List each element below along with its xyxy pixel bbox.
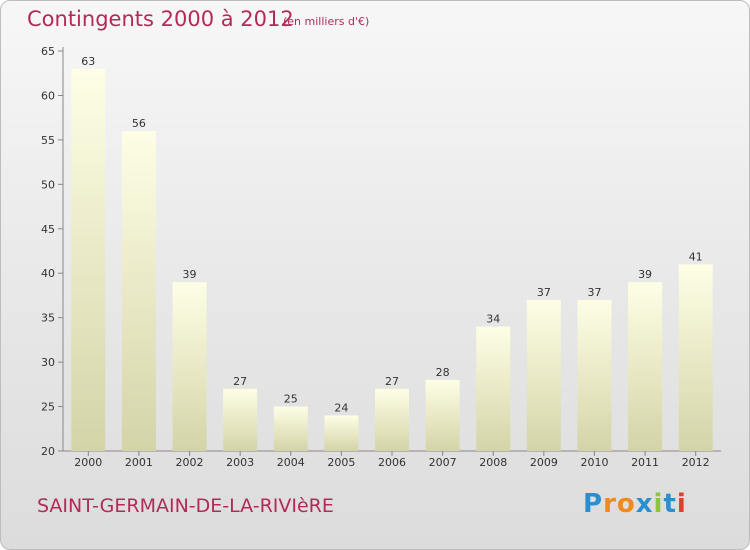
x-tick-label: 2004 bbox=[277, 456, 305, 469]
bar bbox=[678, 264, 713, 451]
data-label: 56 bbox=[132, 117, 146, 130]
y-tick-label: 45 bbox=[41, 223, 55, 236]
x-tick-label: 2011 bbox=[631, 456, 659, 469]
chart-title: Contingents 2000 à 2012 bbox=[27, 7, 294, 31]
data-label: 37 bbox=[537, 286, 551, 299]
y-tick-label: 35 bbox=[41, 312, 55, 325]
bar bbox=[375, 388, 409, 451]
x-tick-label: 2012 bbox=[682, 456, 710, 469]
data-label: 27 bbox=[233, 375, 247, 388]
logo-letter: r bbox=[603, 489, 617, 519]
data-label: 41 bbox=[689, 250, 703, 263]
x-tick-label: 2000 bbox=[74, 456, 102, 469]
chart-subtitle: (en milliers d'€) bbox=[283, 15, 370, 28]
y-tick-label: 20 bbox=[41, 445, 55, 458]
logo-letter: i bbox=[653, 489, 664, 519]
x-tick-label: 2010 bbox=[580, 456, 608, 469]
y-tick-label: 30 bbox=[41, 356, 55, 369]
x-tick-label: 2006 bbox=[378, 456, 406, 469]
x-tick-label: 2003 bbox=[226, 456, 254, 469]
town-name: SAINT-GERMAIN-DE-LA-RIVIèRE bbox=[37, 495, 334, 517]
y-tick-label: 25 bbox=[41, 401, 55, 414]
logo-letter: o bbox=[616, 489, 636, 519]
logo-letter: i bbox=[676, 489, 687, 519]
data-label: 39 bbox=[638, 268, 652, 281]
data-label: 27 bbox=[385, 375, 399, 388]
data-label: 24 bbox=[334, 401, 348, 414]
bar bbox=[273, 406, 308, 451]
y-tick-label: 60 bbox=[41, 89, 55, 102]
x-tick-label: 2009 bbox=[530, 456, 558, 469]
bar bbox=[121, 131, 156, 451]
y-tick-label: 40 bbox=[41, 267, 55, 280]
x-tick-label: 2007 bbox=[429, 456, 457, 469]
bar bbox=[324, 415, 359, 451]
y-tick-label: 55 bbox=[41, 134, 55, 147]
x-tick-label: 2008 bbox=[479, 456, 507, 469]
data-label: 28 bbox=[436, 366, 450, 379]
y-tick-label: 50 bbox=[41, 178, 55, 191]
data-label: 37 bbox=[587, 286, 601, 299]
bar bbox=[476, 326, 511, 451]
bar bbox=[425, 379, 460, 451]
bar bbox=[577, 299, 612, 451]
data-label: 34 bbox=[486, 313, 500, 326]
data-label: 25 bbox=[284, 393, 298, 406]
bar bbox=[223, 388, 258, 451]
bar bbox=[172, 282, 207, 451]
x-tick-label: 2001 bbox=[125, 456, 153, 469]
logo-letter: x bbox=[635, 489, 654, 519]
data-label: 39 bbox=[183, 268, 197, 281]
bar bbox=[526, 299, 561, 451]
x-tick-label: 2002 bbox=[176, 456, 204, 469]
logo-letter: P bbox=[583, 489, 604, 519]
bar bbox=[71, 68, 106, 452]
x-tick-label: 2005 bbox=[327, 456, 355, 469]
proxiti-logo: Proxiti bbox=[583, 489, 687, 519]
bar bbox=[628, 282, 663, 451]
data-label: 63 bbox=[81, 55, 95, 68]
y-tick-label: 65 bbox=[41, 45, 55, 58]
logo-letter: t bbox=[663, 489, 677, 519]
